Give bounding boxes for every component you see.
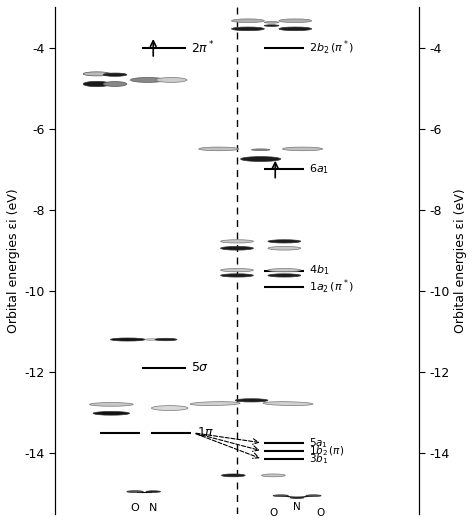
- Y-axis label: Orbital energies εi (eV): Orbital energies εi (eV): [7, 188, 20, 333]
- Ellipse shape: [83, 72, 110, 76]
- Ellipse shape: [263, 402, 313, 406]
- Ellipse shape: [264, 22, 279, 23]
- Text: $1b_2\,(\pi)$: $1b_2\,(\pi)$: [309, 444, 344, 458]
- Ellipse shape: [252, 149, 270, 150]
- Text: O: O: [131, 503, 139, 513]
- Text: $2b_2\,(\pi^*)$: $2b_2\,(\pi^*)$: [309, 38, 354, 57]
- Text: $5a_1$: $5a_1$: [309, 436, 328, 450]
- Text: $6a_1$: $6a_1$: [309, 163, 329, 176]
- Ellipse shape: [155, 338, 177, 341]
- Ellipse shape: [306, 495, 321, 497]
- Ellipse shape: [221, 474, 245, 477]
- Text: O: O: [317, 508, 325, 518]
- Text: $1\pi$: $1\pi$: [197, 426, 215, 439]
- Y-axis label: Orbital energies εi (eV): Orbital energies εi (eV): [454, 188, 467, 333]
- Ellipse shape: [199, 147, 239, 151]
- Ellipse shape: [235, 399, 268, 402]
- Ellipse shape: [268, 240, 301, 243]
- Ellipse shape: [93, 411, 129, 415]
- Ellipse shape: [268, 247, 301, 250]
- Text: N: N: [149, 503, 157, 513]
- Ellipse shape: [220, 247, 254, 250]
- Ellipse shape: [103, 73, 127, 76]
- Text: $2\pi^*$: $2\pi^*$: [191, 39, 215, 56]
- Ellipse shape: [279, 19, 312, 23]
- Ellipse shape: [127, 491, 143, 492]
- Ellipse shape: [262, 474, 285, 477]
- Text: $5\sigma$: $5\sigma$: [191, 361, 210, 375]
- Ellipse shape: [220, 269, 254, 272]
- Ellipse shape: [190, 402, 240, 406]
- Ellipse shape: [268, 274, 301, 277]
- Ellipse shape: [90, 402, 133, 406]
- Ellipse shape: [241, 157, 281, 161]
- Text: $4b_1$: $4b_1$: [309, 264, 329, 278]
- Ellipse shape: [156, 77, 187, 83]
- Ellipse shape: [146, 491, 161, 492]
- Ellipse shape: [264, 25, 279, 26]
- Ellipse shape: [151, 406, 188, 410]
- Ellipse shape: [290, 497, 304, 499]
- Ellipse shape: [220, 240, 254, 243]
- Text: $3b_1$: $3b_1$: [309, 452, 328, 466]
- Ellipse shape: [103, 82, 127, 86]
- Ellipse shape: [268, 269, 301, 272]
- Ellipse shape: [110, 338, 145, 341]
- Ellipse shape: [231, 19, 264, 23]
- Ellipse shape: [273, 495, 288, 497]
- Text: $1a_2\,(\pi^*)$: $1a_2\,(\pi^*)$: [309, 278, 354, 296]
- Ellipse shape: [283, 147, 323, 151]
- Ellipse shape: [83, 82, 110, 87]
- Ellipse shape: [231, 27, 264, 31]
- Ellipse shape: [279, 27, 312, 31]
- Ellipse shape: [220, 274, 254, 277]
- Text: N: N: [293, 502, 301, 512]
- Text: O: O: [269, 508, 278, 518]
- Ellipse shape: [130, 77, 165, 83]
- Ellipse shape: [145, 339, 158, 340]
